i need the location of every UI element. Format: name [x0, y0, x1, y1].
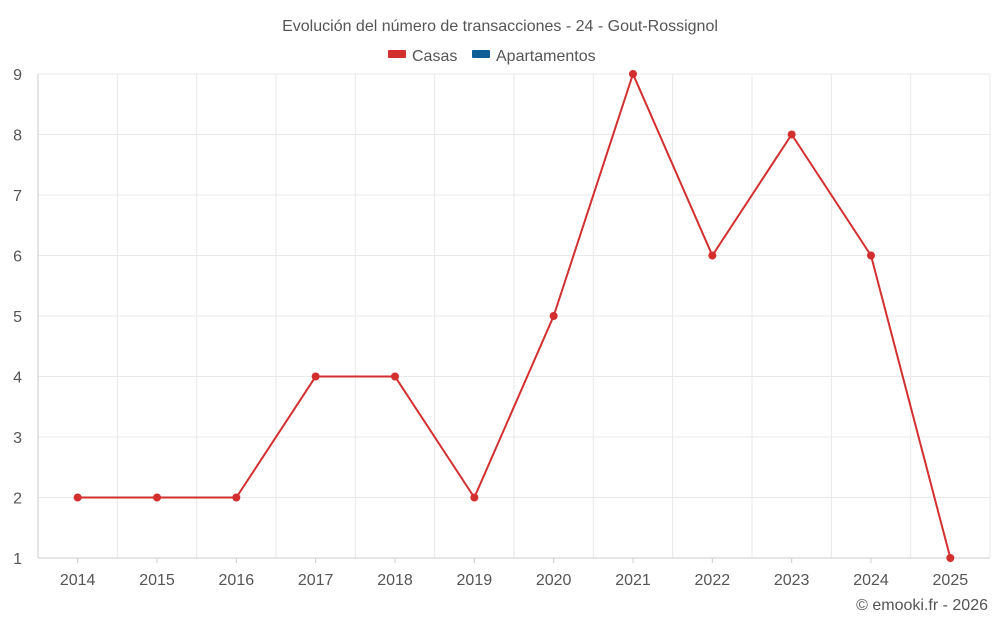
x-tick-label: 2016: [219, 572, 255, 589]
data-point-casas-2015[interactable]: [153, 493, 161, 502]
data-point-casas-2024[interactable]: [867, 251, 875, 260]
data-point-casas-2019[interactable]: [470, 493, 479, 502]
x-tick-label: 2021: [615, 572, 651, 589]
y-tick-label: 9: [13, 67, 22, 84]
x-tick-label: 2023: [774, 572, 810, 589]
x-tick-label: 2017: [298, 572, 334, 589]
series-line-casas: [77, 73, 952, 559]
x-tick-label: 2019: [457, 572, 493, 589]
x-tick-label: 2015: [139, 572, 175, 589]
y-tick-label: 2: [13, 491, 22, 508]
data-point-casas-2018[interactable]: [391, 372, 399, 381]
y-tick-label: 1: [13, 551, 22, 568]
data-point-casas-2016[interactable]: [232, 493, 241, 502]
y-axis: 1 2 3 4 5 6 7 8 9: [13, 67, 39, 568]
x-tick-label: 2025: [933, 572, 969, 589]
y-tick-label: 3: [13, 430, 22, 447]
legend: Casas Apartamentos: [388, 48, 596, 65]
legend-label-apartamentos[interactable]: Apartamentos: [496, 48, 596, 65]
legend-swatch-apartamentos: [472, 50, 490, 58]
legend-label-casas[interactable]: Casas: [412, 48, 457, 65]
y-tick-label: 7: [13, 188, 22, 205]
legend-swatch-casas: [388, 50, 406, 58]
x-tick-label: 2014: [60, 572, 96, 589]
x-tick-label: 2022: [695, 572, 731, 589]
data-point-casas-2021[interactable]: [629, 70, 637, 78]
x-axis: 2014 2015 2016 2017 2018 2019 2020 2021 2022 2023…: [38, 557, 990, 589]
x-tick-label: 2020: [536, 572, 572, 589]
grid: [38, 73, 991, 558]
y-tick-label: 4: [13, 370, 22, 387]
data-point-casas-2014[interactable]: [73, 493, 82, 502]
data-point-casas-2022[interactable]: [708, 251, 717, 260]
x-tick-label: 2024: [853, 572, 889, 589]
data-point-casas-2023[interactable]: [787, 130, 796, 139]
data-point-casas-2020[interactable]: [549, 312, 558, 320]
y-tick-label: 8: [13, 128, 22, 145]
chart-title: Evolución del número de transacciones - …: [282, 18, 718, 35]
credit-text: © emooki.fr - 2026: [856, 597, 988, 614]
series-layer: [73, 70, 955, 562]
y-tick-label: 5: [13, 309, 22, 326]
data-point-casas-2017[interactable]: [311, 372, 320, 381]
x-tick-label: 2018: [377, 572, 413, 589]
data-point-casas-2025[interactable]: [946, 554, 955, 562]
y-tick-label: 6: [13, 249, 22, 266]
